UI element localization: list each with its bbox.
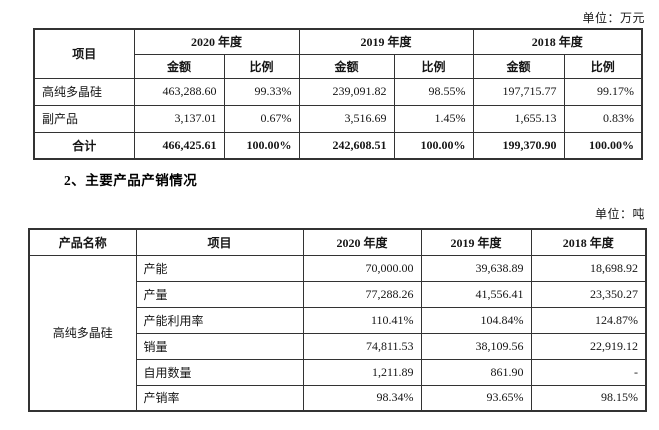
cell-value: 18,698.92: [530, 254, 647, 282]
table-row: 自用数量 1,211.89 861.90 -: [29, 358, 647, 386]
cell-value: 0.67%: [223, 104, 300, 133]
section-heading: 2、主要产品产销情况: [64, 173, 198, 188]
col-header-year-2018: 2018 年度: [472, 28, 643, 55]
col-header-amount-2019: 金额: [298, 53, 395, 79]
cell-value: 124.87%: [530, 306, 647, 334]
col-header-amount-2020: 金额: [133, 53, 225, 79]
table-row: 产销率 98.34% 93.65% 98.15%: [29, 384, 647, 412]
cell-value: 110.41%: [302, 306, 422, 334]
col-header-year-2019: 2019 年度: [420, 228, 532, 256]
production-sales-table: 产品名称 项目 2020 年度 2019 年度 2018 年度 高纯多晶硅 产能…: [28, 228, 647, 412]
cell-value: 3,137.01: [133, 104, 225, 133]
col-header-ratio-2020: 比例: [223, 53, 300, 79]
cell-value: 98.15%: [530, 384, 647, 412]
unit-label-bottom: 单位：吨: [594, 207, 645, 221]
cell-value: -: [530, 358, 647, 386]
cell-value: 100.00%: [563, 131, 643, 160]
cell-value: 861.90: [420, 358, 532, 386]
row-label: 产能: [135, 254, 304, 282]
cell-value: 239,091.82: [298, 77, 395, 106]
row-label: 副产品: [33, 104, 135, 133]
cell-value: 77,288.26: [302, 280, 422, 308]
row-label: 销量: [135, 332, 304, 360]
cell-value: 1,655.13: [472, 104, 565, 133]
product-name-cell: 高纯多晶硅: [28, 254, 137, 412]
cell-value: 99.17%: [563, 77, 643, 106]
cell-value: 3,516.69: [298, 104, 395, 133]
table-row: 产量 77,288.26 41,556.41 23,350.27: [29, 280, 647, 308]
col-header-ratio-2019: 比例: [393, 53, 474, 79]
cell-value: 41,556.41: [420, 280, 532, 308]
cell-value: 23,350.27: [530, 280, 647, 308]
cell-value: 99.33%: [223, 77, 300, 106]
row-label: 高纯多晶硅: [33, 77, 135, 106]
col-header-amount-2018: 金额: [472, 53, 565, 79]
row-label: 自用数量: [135, 358, 304, 386]
col-header-item: 项目: [33, 28, 135, 79]
cell-value: 463,288.60: [133, 77, 225, 106]
cell-value: 1,211.89: [302, 358, 422, 386]
cell-value: 39,638.89: [420, 254, 532, 282]
col-header-year-2019: 2019 年度: [298, 28, 474, 55]
unit-label-top: 单位：万元: [582, 11, 645, 25]
cell-value: 22,919.12: [530, 332, 647, 360]
cell-value: 74,811.53: [302, 332, 422, 360]
row-label-total: 合计: [33, 131, 135, 160]
col-header-item: 项目: [135, 228, 304, 256]
cell-value: 70,000.00: [302, 254, 422, 282]
table-row: 高纯多晶硅 产能 70,000.00 39,638.89 18,698.92: [28, 254, 647, 412]
cell-value: 0.83%: [563, 104, 643, 133]
cell-value: 100.00%: [223, 131, 300, 160]
cell-value: 98.55%: [393, 77, 474, 106]
col-header-year-2018: 2018 年度: [530, 228, 647, 256]
col-header-year-2020: 2020 年度: [302, 228, 422, 256]
revenue-composition-table: 项目 2020 年度 2019 年度 2018 年度 金额 比例 金额 比例 金…: [33, 28, 644, 160]
cell-value: 104.84%: [420, 306, 532, 334]
cell-value: 242,608.51: [298, 131, 395, 160]
cell-value: 197,715.77: [472, 77, 565, 106]
row-label: 产量: [135, 280, 304, 308]
cell-value: 1.45%: [393, 104, 474, 133]
row-label: 产销率: [135, 384, 304, 412]
cell-value: 466,425.61: [133, 131, 225, 160]
col-header-year-2020: 2020 年度: [133, 28, 300, 55]
table-row: 产能利用率 110.41% 104.84% 124.87%: [29, 306, 647, 334]
table-row: 副产品 3,137.01 0.67% 3,516.69 1.45% 1,655.…: [33, 104, 643, 133]
col-header-product-name: 产品名称: [28, 228, 137, 256]
table-total-row: 合计 466,425.61 100.00% 242,608.51 100.00%…: [33, 131, 643, 160]
table-row: 高纯多晶硅 463,288.60 99.33% 239,091.82 98.55…: [33, 77, 643, 106]
cell-value: 98.34%: [302, 384, 422, 412]
col-header-ratio-2018: 比例: [563, 53, 643, 79]
cell-value: 100.00%: [393, 131, 474, 160]
cell-value: 199,370.90: [472, 131, 565, 160]
cell-value: 38,109.56: [420, 332, 532, 360]
table-row: 销量 74,811.53 38,109.56 22,919.12: [29, 332, 647, 360]
row-label: 产能利用率: [135, 306, 304, 334]
cell-value: 93.65%: [420, 384, 532, 412]
